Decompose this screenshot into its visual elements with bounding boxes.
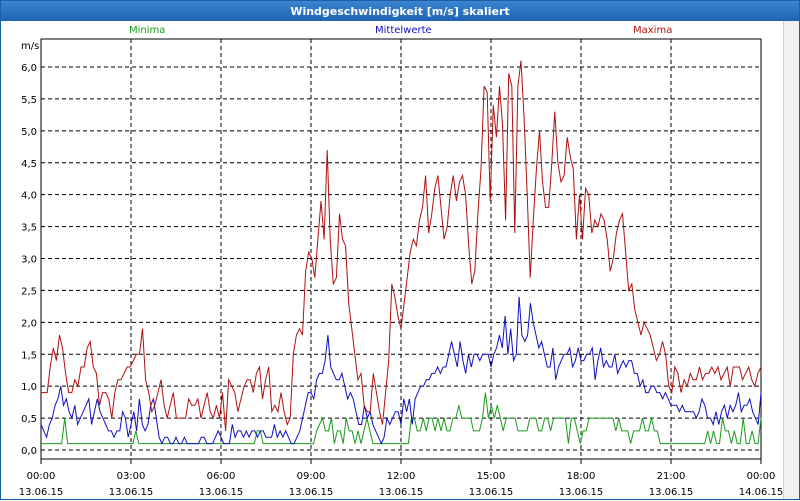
series-line-minima <box>41 392 762 445</box>
y-tick-label: 5,0 <box>21 127 37 138</box>
x-tick-time: 12:00 <box>387 471 416 482</box>
legend-maxima: Maxima <box>633 25 673 36</box>
series-line-maxima <box>41 60 762 431</box>
y-tick-label: 6,0 <box>21 63 37 74</box>
series-line-mittelwerte <box>40 296 762 445</box>
x-tick-date: 13.06.15 <box>379 487 424 498</box>
y-tick-label: 3,5 <box>21 223 37 234</box>
y-tick-label: 4,0 <box>21 191 37 202</box>
y-tick-label: 2,0 <box>21 318 37 329</box>
x-tick-time: 00:00 <box>27 471 56 482</box>
x-tick-date: 13.06.15 <box>469 487 514 498</box>
x-tick-time: 03:00 <box>117 471 146 482</box>
y-tick-label: 4,5 <box>21 159 37 170</box>
x-tick-time: 15:00 <box>477 471 506 482</box>
x-tick-date: 14.06.15 <box>739 487 784 498</box>
y-tick-label: 0,5 <box>21 414 37 425</box>
vertical-scrollbar[interactable] <box>783 21 799 499</box>
y-tick-label: 5,5 <box>21 95 37 106</box>
window-title: Windgeschwindigkeit [m/s] skaliert <box>1 1 799 21</box>
x-tick-date: 13.06.15 <box>19 487 64 498</box>
legend-mittelwerte: Mittelwerte <box>375 25 432 36</box>
x-tick-time: 18:00 <box>567 471 596 482</box>
y-tick-label: 0,0 <box>21 446 37 457</box>
x-tick-time: 00:00 <box>747 471 776 482</box>
x-tick-date: 13.06.15 <box>289 487 334 498</box>
x-tick-date: 13.06.15 <box>199 487 244 498</box>
x-tick-time: 09:00 <box>297 471 326 482</box>
x-tick-date: 13.06.15 <box>109 487 154 498</box>
x-tick-time: 21:00 <box>657 471 686 482</box>
x-tick-date: 13.06.15 <box>559 487 604 498</box>
y-tick-label: 1,0 <box>21 382 37 393</box>
y-tick-label: 2,5 <box>21 286 37 297</box>
line-chart: 0,0 0,5 1,0 1,5 2,0 2,5 3,0 3,5 4,0 4,5 5,0 5,5 6,0 0… <box>19 38 784 498</box>
y-tick-label: 3,0 <box>21 255 37 266</box>
x-tick-time: 06:00 <box>207 471 236 482</box>
y-axis-unit-label: m/s <box>21 41 40 52</box>
x-tick-date: 13.06.15 <box>649 487 694 498</box>
y-tick-label: 1,5 <box>21 350 37 361</box>
legend-minima: Minima <box>129 25 166 36</box>
